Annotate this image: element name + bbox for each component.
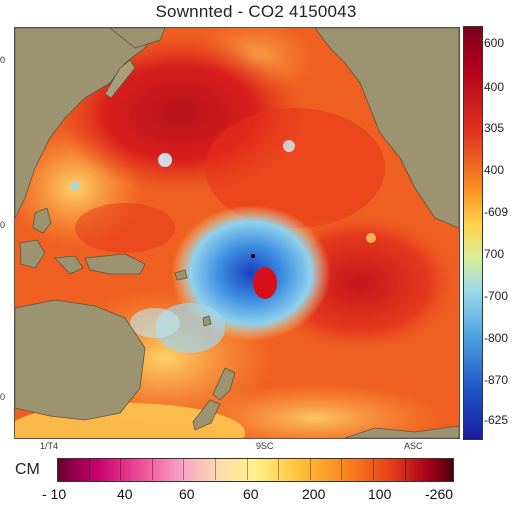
heatmap-svg bbox=[15, 28, 459, 438]
colorbar-label: -870 bbox=[484, 373, 509, 387]
vertical-colorbar bbox=[463, 26, 483, 440]
cold-anomaly-center bbox=[171, 205, 331, 341]
landmass-new-zealand bbox=[212, 367, 236, 401]
y-tick-label: 0 bbox=[0, 392, 6, 402]
y-tick-label: 0 bbox=[0, 220, 6, 230]
landmass-north-america bbox=[314, 28, 459, 229]
colorbar-label: 600 bbox=[484, 36, 505, 50]
x-tick-label: ASC bbox=[404, 441, 423, 451]
map-view[interactable] bbox=[14, 27, 460, 439]
horizontal-colorbar-ticks bbox=[57, 458, 452, 480]
legend-tick-label: 60 bbox=[179, 486, 195, 502]
legend-tick-label: 100 bbox=[368, 486, 392, 502]
legend-tick-label: - 10 bbox=[42, 486, 67, 502]
legend-unit-label: CM bbox=[15, 461, 40, 478]
landmass-australia bbox=[15, 299, 146, 421]
x-tick-label: 9SC bbox=[256, 441, 274, 451]
colorbar-label: -800 bbox=[484, 331, 509, 345]
x-tick-label: 1/T4 bbox=[40, 441, 59, 451]
legend-tick-label: 60 bbox=[243, 486, 259, 502]
landmass-new-guinea bbox=[84, 253, 146, 275]
map-title: Sownnted - CO2 4150043 bbox=[155, 2, 357, 21]
colorbar-label: -625 bbox=[484, 413, 509, 427]
colorbar-label: -609 bbox=[484, 205, 509, 219]
legend-tick-label: 200 bbox=[302, 486, 326, 502]
legend-tick-label: 40 bbox=[117, 486, 133, 502]
y-tick-label: 0 bbox=[0, 55, 6, 65]
colorbar-label: 400 bbox=[484, 163, 505, 177]
colorbar-label: 305 bbox=[484, 121, 505, 135]
colorbar-label: 700 bbox=[484, 247, 505, 261]
land-layer bbox=[15, 28, 459, 431]
warm-region bbox=[185, 383, 445, 438]
colorbar-label: -700 bbox=[484, 289, 509, 303]
horizontal-colorbar bbox=[57, 458, 454, 482]
legend-tick-label: -260 bbox=[425, 486, 454, 502]
storm-core bbox=[253, 267, 277, 299]
colorbar-label: 400 bbox=[484, 80, 505, 94]
